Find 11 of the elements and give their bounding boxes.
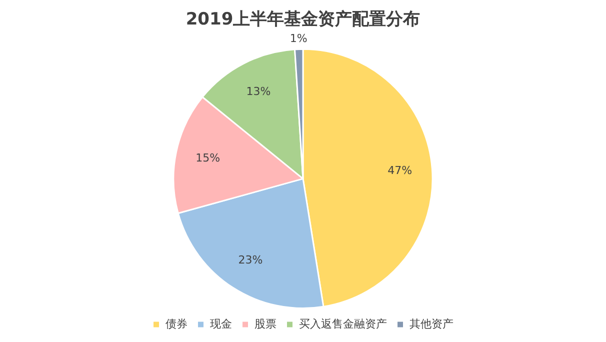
data-label: 47% [388,164,412,177]
legend-label: 债券 [165,317,188,330]
legend-label: 现金 [210,317,232,330]
legend-label: 其他资产 [409,317,454,330]
data-label: 1% [290,32,308,46]
data-label: 13% [246,85,271,98]
data-label: 23% [238,253,263,266]
data-label: 15% [196,152,220,165]
chart-title: 2019上半年基金资产配置分布 [186,10,420,30]
legend-label: 股票 [254,317,276,330]
legend-label: 买入返售金融资产 [298,317,387,330]
